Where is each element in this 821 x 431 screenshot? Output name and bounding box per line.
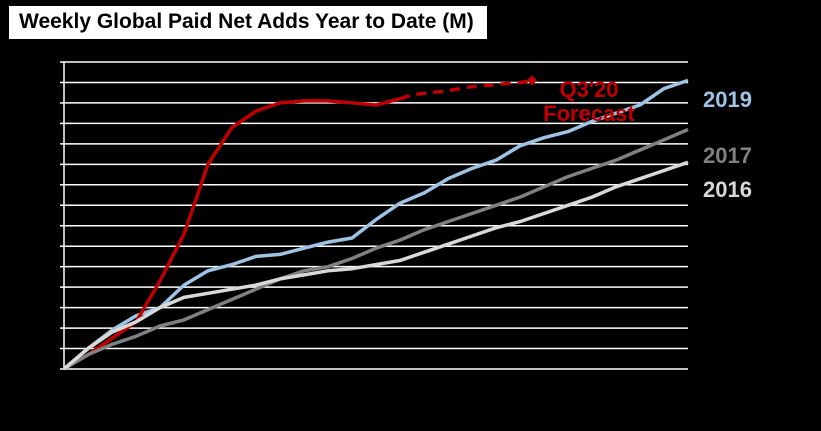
label-2017: 2017 [703,143,752,168]
series-end-marker-q3-20-forecast [527,75,537,86]
series-forecast-line-q3-20-forecast [399,78,533,101]
chart-title: Weekly Global Paid Net Adds Year to Date… [9,6,487,39]
label-forecast-line2: Forecast [543,101,635,126]
series-line-2016 [62,160,689,371]
label-2016: 2016 [703,177,752,202]
label-2019: 2019 [703,87,752,112]
series-line-2019 [62,78,689,371]
series-line-2017 [63,127,689,371]
series-line-q3-20-forecast [63,97,401,371]
label-forecast-line1: Q3'20 [559,77,618,102]
